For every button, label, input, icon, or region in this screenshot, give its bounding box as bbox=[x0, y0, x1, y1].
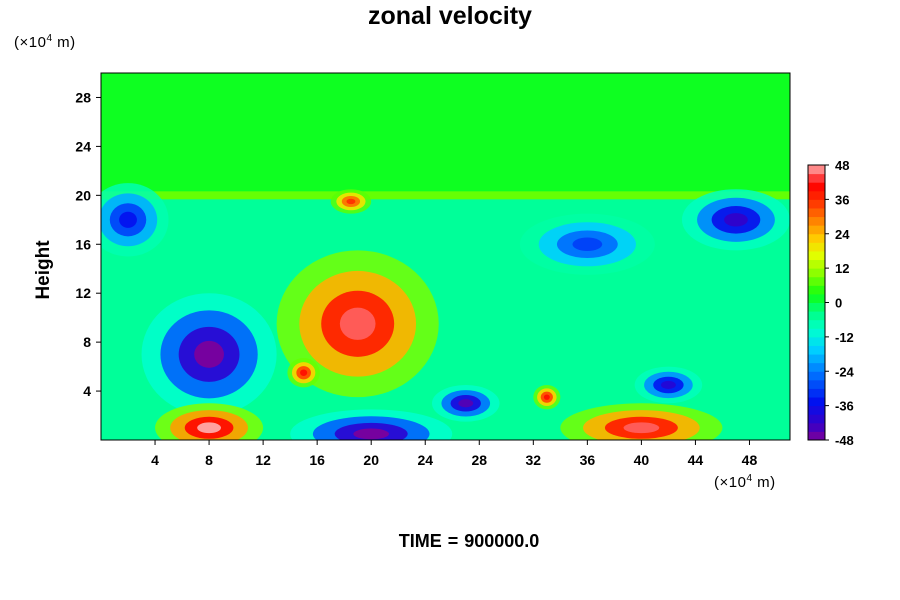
colorbar-segment bbox=[808, 199, 825, 209]
heat-blob-5-level-4 bbox=[623, 422, 660, 434]
colorbar-segment bbox=[808, 276, 825, 286]
colorbar-segment bbox=[808, 165, 825, 175]
x-tick-label: 12 bbox=[255, 452, 271, 468]
colorbar-segment bbox=[808, 397, 825, 407]
y-tick-label: 12 bbox=[75, 285, 91, 301]
x-tick-label: 4 bbox=[151, 452, 159, 468]
heat-blob-3-level-4 bbox=[197, 422, 221, 434]
y-tick-label: 28 bbox=[75, 89, 91, 105]
heat-blob-7-level-4 bbox=[572, 237, 603, 251]
colorbar-segment bbox=[808, 173, 825, 183]
colorbar-segment bbox=[808, 268, 825, 278]
x-tick-label: 24 bbox=[417, 452, 433, 468]
heat-blob-11-level-4 bbox=[300, 369, 308, 376]
y-axis-ticks: 4 8 12 16 20 24 28 bbox=[75, 89, 101, 399]
y-tick-label: 24 bbox=[75, 138, 91, 154]
x-tick-label: 40 bbox=[634, 452, 650, 468]
colorbar-tick-label: -48 bbox=[835, 433, 854, 448]
band-edge bbox=[101, 191, 790, 200]
y-tick-label: 4 bbox=[83, 383, 91, 399]
colorbar-segment bbox=[808, 302, 825, 312]
y-tick-label: 16 bbox=[75, 236, 91, 252]
heatmap-field bbox=[101, 73, 790, 440]
y-tick-label: 20 bbox=[75, 187, 91, 203]
colorbar-segment bbox=[808, 190, 825, 200]
heat-blob-10-level-4 bbox=[543, 394, 550, 400]
x-tick-label: 16 bbox=[309, 452, 325, 468]
colorbar-segment bbox=[808, 216, 825, 226]
colorbar-segment bbox=[808, 225, 825, 235]
colorbar-segment bbox=[808, 422, 825, 432]
x-tick-label: 8 bbox=[205, 452, 213, 468]
y-tick-label: 8 bbox=[83, 334, 91, 350]
x-tick-label: 20 bbox=[363, 452, 379, 468]
colorbar-segment bbox=[808, 388, 825, 398]
heat-blob-13-level-4 bbox=[346, 198, 356, 205]
colorbar-segment bbox=[808, 319, 825, 329]
time-readout: TIME = 900000.0 bbox=[398, 531, 540, 551]
colorbar-tick-label: 0 bbox=[835, 296, 842, 311]
x-tick-label: 28 bbox=[471, 452, 487, 468]
colorbar-segment bbox=[808, 207, 825, 218]
colorbar-tick-label: -12 bbox=[835, 330, 854, 345]
x-tick-label: 32 bbox=[526, 452, 542, 468]
plot-border bbox=[100, 72, 791, 441]
colorbar-segment bbox=[808, 431, 825, 441]
colorbar-tick-label: 24 bbox=[835, 227, 850, 242]
colorbar-segment bbox=[808, 354, 825, 364]
colorbar-segment bbox=[808, 362, 825, 372]
colorbar-segment bbox=[808, 328, 825, 338]
heat-blob-2-level-4 bbox=[339, 307, 376, 340]
colorbar-segment bbox=[808, 405, 825, 415]
colorbar-tick-label: 48 bbox=[835, 158, 849, 173]
colorbar-segment bbox=[808, 182, 825, 192]
colorbar-segment bbox=[808, 414, 825, 424]
x-tick-label: 44 bbox=[688, 452, 704, 468]
colorbar-segment bbox=[808, 233, 825, 243]
colorbar-ticks: 48 36 24 12 0 -12 -24 -36 -48 bbox=[825, 158, 855, 448]
colorbar bbox=[807, 164, 826, 441]
colorbar-tick-label: 36 bbox=[835, 192, 849, 207]
plot-frame bbox=[100, 72, 791, 441]
colorbar-segment bbox=[808, 336, 825, 346]
heat-blob-8-level-4 bbox=[660, 380, 676, 389]
colorbar-tick-label: -24 bbox=[835, 364, 855, 379]
colorbar-segment bbox=[808, 293, 825, 303]
x-unit-label: (×104 m) bbox=[714, 473, 776, 491]
chart-title: zonal velocity bbox=[368, 2, 532, 30]
heat-blob-1-level-4 bbox=[194, 340, 224, 368]
colorbar-segment bbox=[808, 311, 825, 321]
x-tick-label: 48 bbox=[742, 452, 758, 468]
heat-blob-4-level-4 bbox=[353, 428, 390, 440]
heat-blob-9-level-4 bbox=[119, 211, 137, 228]
colorbar-segment bbox=[808, 371, 825, 381]
colorbar-segment bbox=[808, 285, 825, 295]
heat-blob-6-level-4 bbox=[724, 213, 748, 227]
colorbar-segment bbox=[808, 345, 825, 355]
x-axis-ticks: 4 8 12 16 20 24 28 32 36 40 44 48 bbox=[151, 440, 757, 468]
colorbar-segment bbox=[808, 259, 825, 269]
colorbar-tick-label: -36 bbox=[835, 399, 854, 414]
heat-blob-12-level-4 bbox=[458, 399, 474, 408]
colorbar-segment bbox=[808, 379, 825, 389]
upper-band bbox=[101, 73, 790, 196]
y-unit-label: (×104 m) bbox=[14, 33, 76, 51]
colorbar-segment bbox=[808, 250, 825, 261]
colorbar-tick-label: 12 bbox=[835, 261, 849, 276]
colorbar-segment bbox=[808, 242, 825, 252]
x-tick-label: 36 bbox=[580, 452, 596, 468]
